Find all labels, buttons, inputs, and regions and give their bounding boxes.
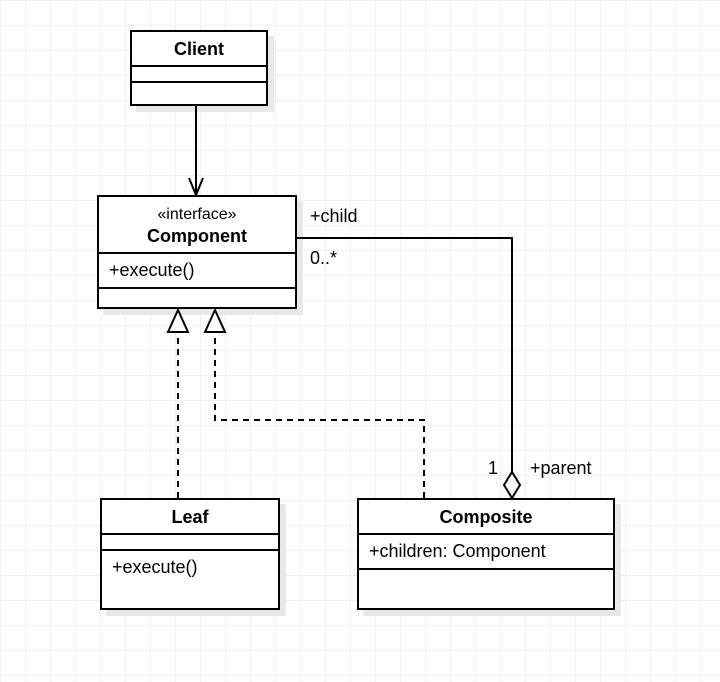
component-op: +execute() xyxy=(99,254,295,287)
component-stereotype: «interface» xyxy=(107,205,287,225)
composite-ops xyxy=(359,570,613,584)
leaf-title: Leaf xyxy=(102,500,278,533)
composite-title: Composite xyxy=(359,500,613,533)
node-client: Client xyxy=(130,30,268,106)
client-attrs xyxy=(132,67,266,81)
component-title-block: «interface» Component xyxy=(99,197,295,252)
component-title: Component xyxy=(107,225,287,248)
label-parent: +parent xyxy=(530,458,592,479)
composite-attr: +children: Component xyxy=(359,535,613,568)
node-composite: Composite +children: Component xyxy=(357,498,615,610)
client-title: Client xyxy=(132,32,266,65)
label-mult-to: 1 xyxy=(488,458,498,479)
node-leaf: Leaf +execute() xyxy=(100,498,280,610)
leaf-attrs xyxy=(102,535,278,549)
label-child: +child xyxy=(310,206,358,227)
uml-canvas: Client «interface» Component +execute() … xyxy=(0,0,720,682)
client-ops xyxy=(132,83,266,97)
label-mult-from: 0..* xyxy=(310,248,337,269)
node-component: «interface» Component +execute() xyxy=(97,195,297,309)
sep xyxy=(99,287,295,289)
leaf-op: +execute() xyxy=(102,551,278,584)
